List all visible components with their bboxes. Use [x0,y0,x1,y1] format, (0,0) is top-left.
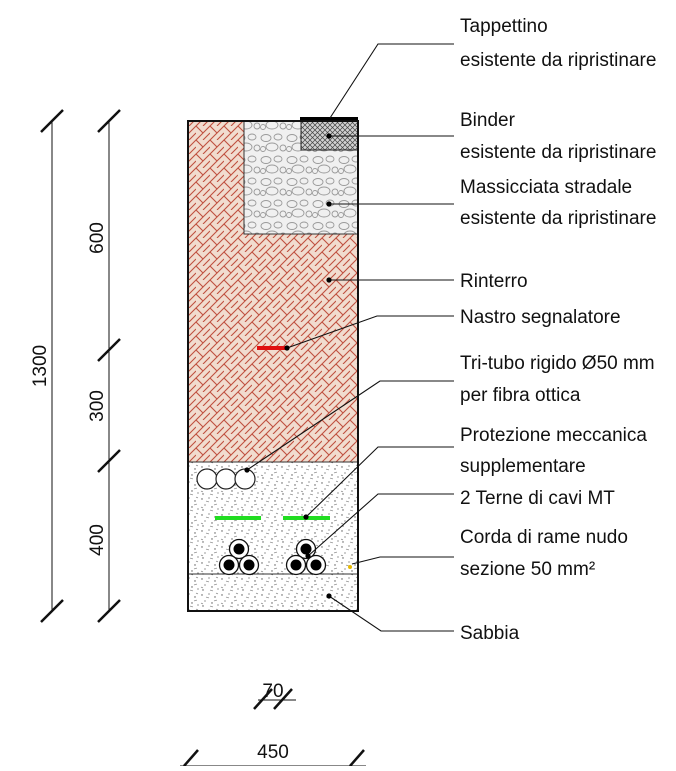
dim-lower-layer: 400 [87,524,108,556]
label-tappettino: Tappettino esistente da ripristinare [460,16,656,71]
label-line2: sezione 50 mm² [460,559,595,580]
label-nastro: Nastro segnalatore [460,307,621,328]
leader-dots [244,133,332,599]
label-massicciata: Massicciata stradale esistente da ripris… [460,177,656,229]
label-line1: Tri-tubo rigido Ø50 mm [460,353,655,374]
tappettino-layer [300,117,358,122]
label-protezione: Protezione meccanica supplementare [460,425,647,477]
label-line2: supplementare [460,456,586,477]
dimension-lines [40,109,121,623]
label-rinterro: Rinterro [460,271,528,292]
label-line1: Sabbia [460,623,520,644]
label-line1: Massicciata stradale [460,177,632,198]
dim-total-depth: 1300 [30,345,51,387]
dim-cable-offset: 70 [262,681,283,702]
label-binder: Binder esistente da ripristinare [460,110,656,163]
label-line1: Rinterro [460,271,528,292]
label-line2: esistente da ripristinare [460,50,656,71]
dim-middle-layer: 300 [87,390,108,422]
trench-outline [187,120,359,612]
cable-trefoil-left [218,538,260,576]
label-line2: esistente da ripristinare [460,208,656,229]
label-sabbia: Sabbia [460,623,520,644]
label-corda: Corda di rame nudo sezione 50 mm² [460,527,628,580]
label-line2: per fibra ottica [460,385,581,406]
tri-tube [196,468,256,490]
label-line1: Corda di rame nudo [460,527,628,548]
label-line1: Protezione meccanica [460,425,647,446]
label-terne: 2 Terne di cavi MT [460,488,615,509]
label-line1: Tappettino [460,16,548,37]
label-line1: 2 Terne di cavi MT [460,488,615,509]
copper-earth-wire [348,565,352,569]
dim-upper-layer: 600 [87,222,108,254]
label-tri-tubo: Tri-tubo rigido Ø50 mm per fibra ottica [460,353,655,406]
label-line1: Binder [460,110,516,131]
label-line2: esistente da ripristinare [460,142,656,163]
leader-lines [246,43,454,632]
dim-trench-width: 450 [257,742,289,763]
label-line1: Nastro segnalatore [460,307,621,328]
